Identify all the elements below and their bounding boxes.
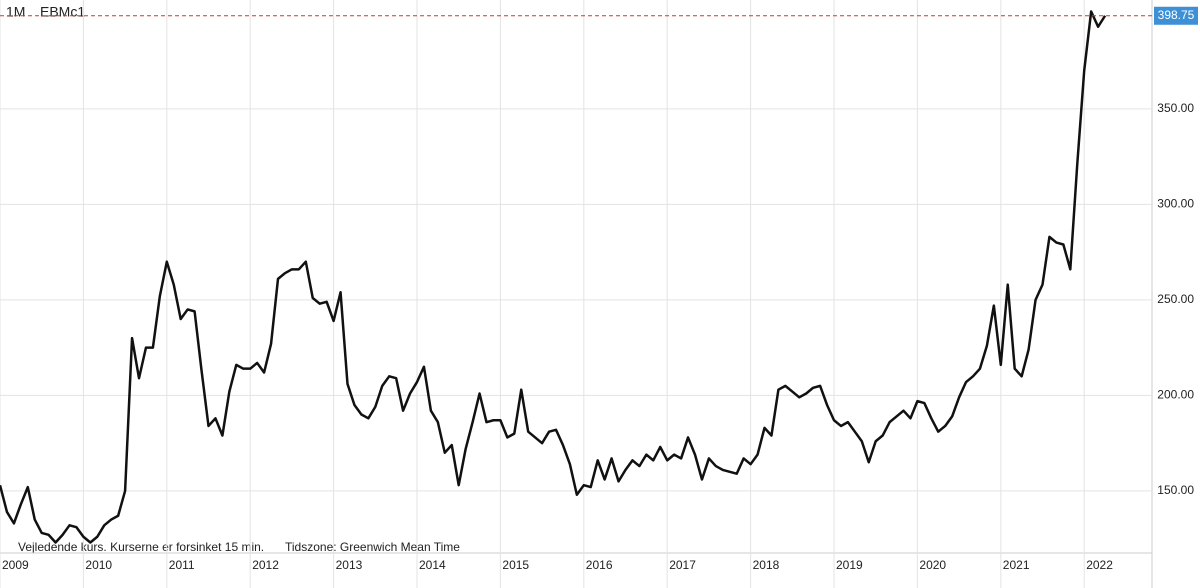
- x-tick-label: 2016: [586, 558, 613, 572]
- x-tick-label: 2013: [336, 558, 363, 572]
- timezone: Tidszone: Greenwich Mean Time: [285, 540, 460, 554]
- x-tick-label: 2010: [85, 558, 112, 572]
- last-value-box: [1154, 6, 1198, 25]
- x-tick-label: 2021: [1003, 558, 1030, 572]
- y-tick-label: 200.00: [1157, 388, 1194, 402]
- x-tick-label: 2018: [753, 558, 780, 572]
- x-tick-label: 2012: [252, 558, 279, 572]
- x-tick-label: 2019: [836, 558, 863, 572]
- y-tick-label: 150.00: [1157, 483, 1194, 497]
- y-tick-label: 300.00: [1157, 197, 1194, 211]
- note: Vejledende kurs. Kurserne er forsinket 1…: [18, 540, 264, 554]
- x-tick-label: 2017: [669, 558, 696, 572]
- last-value-label: 398.75: [1158, 8, 1195, 22]
- x-tick-label: 2020: [919, 558, 946, 572]
- x-tick-label: 2011: [169, 558, 195, 572]
- y-tick-label: 250.00: [1157, 292, 1194, 306]
- x-tick-label: 2022: [1086, 558, 1113, 572]
- interval: 1M: [6, 4, 25, 20]
- x-tick-label: 2014: [419, 558, 446, 572]
- y-tick-label: 350.00: [1157, 101, 1194, 115]
- x-tick-label: 2015: [502, 558, 529, 572]
- price-line: [0, 10, 1107, 544]
- ticker: EBMc1: [40, 4, 85, 20]
- x-tick-label: 2009: [2, 558, 29, 572]
